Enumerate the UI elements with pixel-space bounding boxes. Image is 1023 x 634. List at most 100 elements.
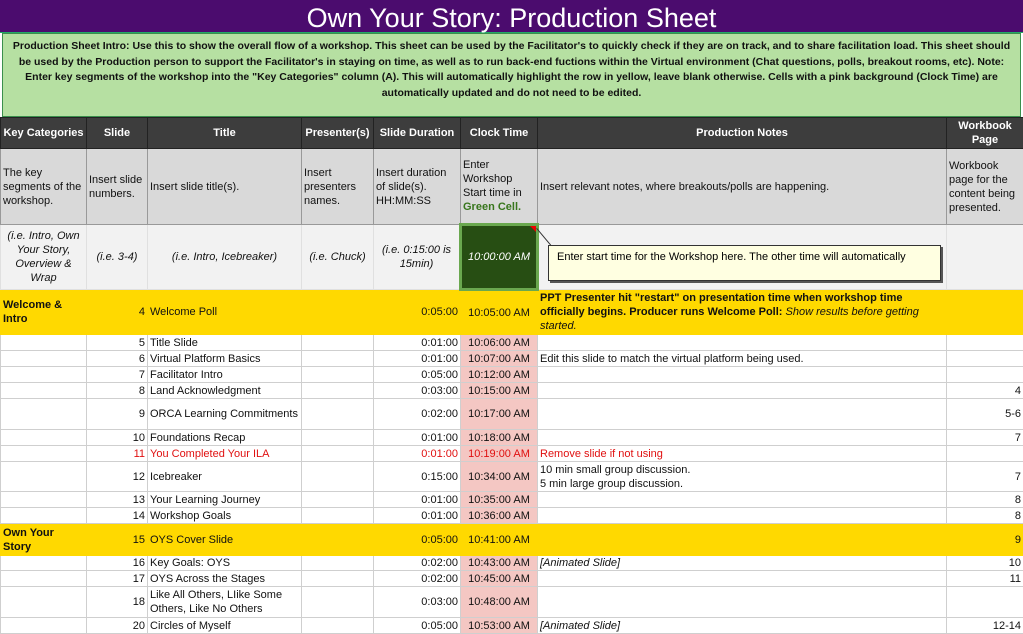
- cell-slide[interactable]: 7: [87, 367, 148, 383]
- cell-workbook-page[interactable]: 8: [947, 492, 1023, 508]
- cell-notes[interactable]: [538, 383, 947, 399]
- cell-notes[interactable]: [538, 335, 947, 351]
- cell-notes[interactable]: [538, 430, 947, 446]
- cell-key-category[interactable]: [1, 430, 87, 446]
- cell-title[interactable]: ORCA Learning Commitments: [148, 399, 302, 430]
- cell-slide[interactable]: 11: [87, 446, 148, 462]
- cell-title[interactable]: You Completed Your ILA: [148, 446, 302, 462]
- start-time-cell[interactable]: 10:00:00 AM: [461, 225, 538, 290]
- cell-notes[interactable]: [538, 524, 947, 556]
- cell-clock-time[interactable]: 10:43:00 AM: [461, 556, 538, 571]
- cell-title[interactable]: Like All Others, LIike Some Others, Like…: [148, 587, 302, 618]
- cell-title[interactable]: Key Goals: OYS: [148, 556, 302, 571]
- cell-slide[interactable]: 20: [87, 618, 148, 634]
- cell-key-category[interactable]: [1, 508, 87, 524]
- cell-clock-time[interactable]: 10:07:00 AM: [461, 351, 538, 367]
- cell-key-category[interactable]: [1, 383, 87, 399]
- cell-key-category[interactable]: [1, 399, 87, 430]
- cell-clock-time[interactable]: 10:53:00 AM: [461, 618, 538, 634]
- cell-key-category[interactable]: [1, 351, 87, 367]
- cell-key-category[interactable]: [1, 492, 87, 508]
- cell-notes[interactable]: [Animated Slide]: [538, 556, 947, 571]
- cell-duration[interactable]: 0:05:00: [374, 290, 461, 335]
- header-key-categories[interactable]: Key Categories: [1, 118, 87, 149]
- cell-workbook-page[interactable]: [947, 367, 1023, 383]
- cell-title[interactable]: Virtual Platform Basics: [148, 351, 302, 367]
- cell-notes[interactable]: PPT Presenter hit "restart" on presentat…: [538, 290, 947, 335]
- cell-slide[interactable]: 8: [87, 383, 148, 399]
- cell-presenter[interactable]: [302, 492, 374, 508]
- cell-duration[interactable]: 0:02:00: [374, 399, 461, 430]
- cell-presenter[interactable]: [302, 508, 374, 524]
- cell-notes[interactable]: Remove slide if not using: [538, 446, 947, 462]
- cell-workbook-page[interactable]: 7: [947, 430, 1023, 446]
- cell-workbook-page[interactable]: [947, 446, 1023, 462]
- cell-workbook-page[interactable]: [947, 587, 1023, 618]
- cell-slide[interactable]: 17: [87, 571, 148, 587]
- cell-workbook-page[interactable]: 5-6: [947, 399, 1023, 430]
- cell-key-category[interactable]: [1, 556, 87, 571]
- cell-title[interactable]: Circles of Myself: [148, 618, 302, 634]
- cell-clock-time[interactable]: 10:19:00 AM: [461, 446, 538, 462]
- cell-slide[interactable]: 18: [87, 587, 148, 618]
- cell-key-category[interactable]: [1, 446, 87, 462]
- cell-duration[interactable]: 0:02:00: [374, 556, 461, 571]
- desc-title[interactable]: Insert slide title(s).: [148, 149, 302, 225]
- example-key-categories[interactable]: (i.e. Intro, Own Your Story, Overview & …: [1, 225, 87, 290]
- cell-duration[interactable]: 0:03:00: [374, 383, 461, 399]
- desc-presenters[interactable]: Insert presenters names.: [302, 149, 374, 225]
- cell-workbook-page[interactable]: 7: [947, 462, 1023, 492]
- cell-presenter[interactable]: [302, 524, 374, 556]
- cell-duration[interactable]: 0:01:00: [374, 492, 461, 508]
- cell-presenter[interactable]: [302, 587, 374, 618]
- cell-key-category[interactable]: [1, 571, 87, 587]
- cell-workbook-page[interactable]: [947, 351, 1023, 367]
- cell-slide[interactable]: 9: [87, 399, 148, 430]
- desc-workbook-page[interactable]: Workbook page for the content being pres…: [947, 149, 1023, 225]
- intro-text[interactable]: Production Sheet Intro: Use this to show…: [2, 33, 1021, 117]
- cell-title[interactable]: Title Slide: [148, 335, 302, 351]
- cell-notes[interactable]: [538, 399, 947, 430]
- cell-duration[interactable]: 0:05:00: [374, 367, 461, 383]
- cell-title[interactable]: OYS Across the Stages: [148, 571, 302, 587]
- cell-clock-time[interactable]: 10:15:00 AM: [461, 383, 538, 399]
- cell-slide[interactable]: 16: [87, 556, 148, 571]
- cell-duration[interactable]: 0:05:00: [374, 524, 461, 556]
- header-clock-time[interactable]: Clock Time: [461, 118, 538, 149]
- cell-title[interactable]: Icebreaker: [148, 462, 302, 492]
- cell-key-category[interactable]: [1, 367, 87, 383]
- cell-slide[interactable]: 4: [87, 290, 148, 335]
- cell-duration[interactable]: 0:01:00: [374, 430, 461, 446]
- cell-presenter[interactable]: [302, 290, 374, 335]
- cell-title[interactable]: Your Learning Journey: [148, 492, 302, 508]
- example-workbook-page[interactable]: [947, 225, 1023, 290]
- cell-workbook-page[interactable]: 12-14: [947, 618, 1023, 634]
- desc-clock-time[interactable]: Enter Workshop Start time in Green Cell.: [461, 149, 538, 225]
- cell-title[interactable]: OYS Cover Slide: [148, 524, 302, 556]
- example-presenters[interactable]: (i.e. Chuck): [302, 225, 374, 290]
- cell-presenter[interactable]: [302, 446, 374, 462]
- cell-clock-time[interactable]: 10:18:00 AM: [461, 430, 538, 446]
- cell-presenter[interactable]: [302, 430, 374, 446]
- cell-clock-time[interactable]: 10:34:00 AM: [461, 462, 538, 492]
- desc-duration[interactable]: Insert duration of slide(s). HH:MM:SS: [374, 149, 461, 225]
- cell-slide[interactable]: 13: [87, 492, 148, 508]
- cell-key-category[interactable]: [1, 462, 87, 492]
- cell-clock-time[interactable]: 10:41:00 AM: [461, 524, 538, 556]
- desc-slide[interactable]: Insert slide numbers.: [87, 149, 148, 225]
- desc-notes[interactable]: Insert relevant notes, where breakouts/p…: [538, 149, 947, 225]
- cell-presenter[interactable]: [302, 367, 374, 383]
- header-presenters[interactable]: Presenter(s): [302, 118, 374, 149]
- header-slide[interactable]: Slide: [87, 118, 148, 149]
- header-production-notes[interactable]: Production Notes: [538, 118, 947, 149]
- cell-slide[interactable]: 14: [87, 508, 148, 524]
- cell-clock-time[interactable]: 10:35:00 AM: [461, 492, 538, 508]
- cell-key-category[interactable]: [1, 587, 87, 618]
- cell-title[interactable]: Foundations Recap: [148, 430, 302, 446]
- cell-duration[interactable]: 0:03:00: [374, 587, 461, 618]
- example-slide[interactable]: (i.e. 3-4): [87, 225, 148, 290]
- cell-clock-time[interactable]: 10:12:00 AM: [461, 367, 538, 383]
- cell-key-category[interactable]: Own Your Story: [1, 524, 87, 556]
- cell-title[interactable]: Welcome Poll: [148, 290, 302, 335]
- cell-duration[interactable]: 0:01:00: [374, 335, 461, 351]
